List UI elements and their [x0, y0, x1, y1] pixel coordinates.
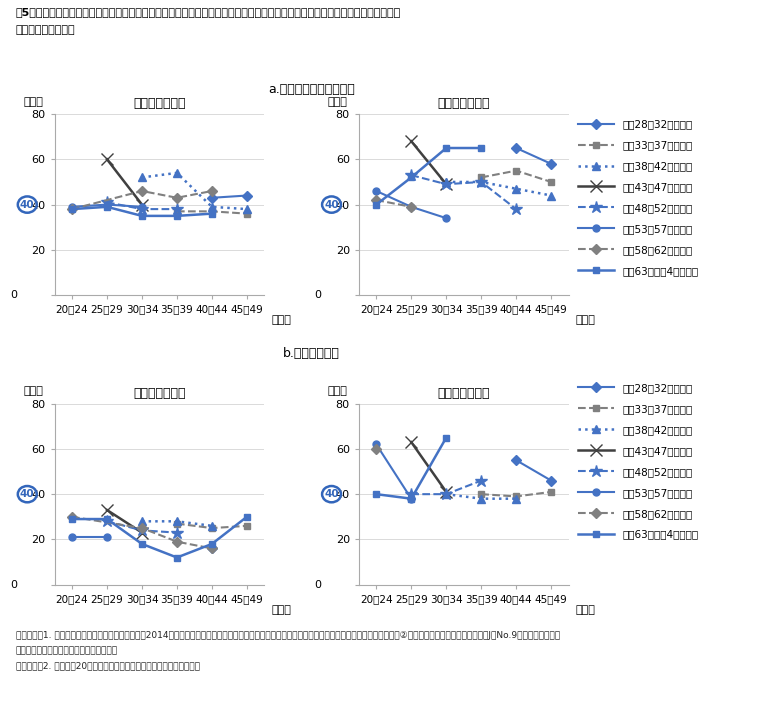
Title: ＜独身者男性＞: ＜独身者男性＞ [438, 97, 490, 110]
Text: 人口問題研究所より作成。: 人口問題研究所より作成。 [16, 647, 118, 656]
Text: （歳）: （歳） [576, 315, 595, 325]
Text: （％）: （％） [327, 97, 347, 107]
Text: （％）: （％） [327, 386, 347, 396]
Text: 2. 回答数が20未満のカテゴリーのデータは表示していない。: 2. 回答数が20未満のカテゴリーのデータは表示していない。 [16, 662, 199, 671]
Text: a.　中学校・高校卒業者: a. 中学校・高校卒業者 [268, 83, 355, 96]
Text: b.　大学卒業者: b. 大学卒業者 [283, 347, 340, 360]
Text: （％）: （％） [23, 97, 43, 107]
Title: ＜独身者女性＞: ＜独身者女性＞ [133, 386, 185, 400]
Text: （歳）: （歳） [271, 605, 291, 615]
Legend: 昭和28～32年生まれ, 昭和33～37年生まれ, 昭和38～42年生まれ, 昭和43～47年生まれ, 昭和48～52年生まれ, 昭和53～57年生まれ, 昭和: 昭和28～32年生まれ, 昭和33～37年生まれ, 昭和38～42年生まれ, 昭… [578, 383, 699, 540]
Text: 特徴（男女別）: 特徴（男女別） [16, 25, 76, 35]
Text: 40: 40 [324, 200, 339, 210]
Text: （歳）: （歳） [271, 315, 291, 325]
Text: 0: 0 [10, 290, 17, 300]
Title: ＜独身者男性＞: ＜独身者男性＞ [438, 386, 490, 400]
Title: ＜独身者女性＞: ＜独身者女性＞ [133, 97, 185, 110]
Text: 0: 0 [314, 580, 321, 590]
Text: 40: 40 [20, 489, 34, 499]
Text: （歳）: （歳） [576, 605, 595, 615]
Text: （％）: （％） [23, 386, 43, 396]
Text: 40: 40 [324, 489, 339, 499]
Text: 第5図　年齢階級別教育段階別「結婚後は、夫は外で働き、妻は家庭を守るべきだ」という考え方に対する賛成者の割合の世代別: 第5図 年齢階級別教育段階別「結婚後は、夫は外で働き、妻は家庭を守るべきだ」とい… [16, 7, 401, 17]
Legend: 昭和28～32年生まれ, 昭和33～37年生まれ, 昭和38～42年生まれ, 昭和43～47年生まれ, 昭和48～52年生まれ, 昭和53～57年生まれ, 昭和: 昭和28～32年生まれ, 昭和33～37年生まれ, 昭和38～42年生まれ, 昭… [578, 119, 699, 276]
Text: 40: 40 [20, 200, 34, 210]
Text: （備考）　1. 岩澤美帆・中村真理子・光山奈保子（2014）「人口学的・社会経済的属性別にみた家族形成意識：「出生動向基本調査」を用いた特別集計②」ワーキングペ: （備考） 1. 岩澤美帆・中村真理子・光山奈保子（2014）「人口学的・社会経済… [16, 631, 559, 640]
Text: 0: 0 [314, 290, 321, 300]
Text: 0: 0 [10, 580, 17, 590]
